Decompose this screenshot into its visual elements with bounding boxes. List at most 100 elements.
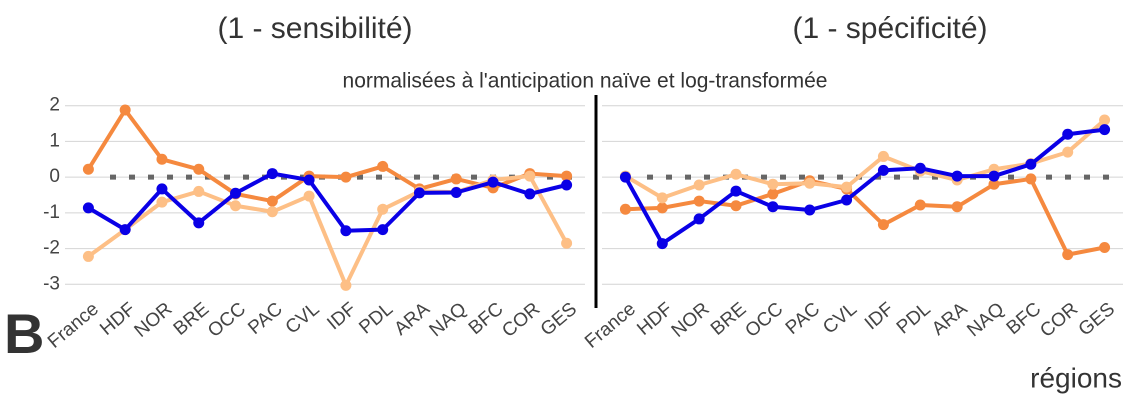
point [914,162,926,174]
x-tick-label: PDL [893,299,935,339]
x-tick-label: ARA [390,298,434,339]
point [988,170,1000,182]
point [450,187,462,198]
point [730,168,742,180]
x-tick-label: BRE [707,299,750,340]
point [914,199,926,211]
x-tick-label: GES [537,299,581,341]
y-tick-label: 1 [49,130,60,151]
point [656,192,668,204]
point [266,168,278,180]
x-axis-label: régions [1030,362,1122,393]
point [730,200,742,212]
point [487,176,499,188]
point [156,183,168,195]
panel-title: (1 - spécificité) [792,12,987,45]
x-tick-label: COR [498,299,544,342]
y-tick-label: 2 [49,95,60,116]
x-tick-label: NOR [131,299,177,342]
subtitle: normalisées à l'anticipation naïve et lo… [343,70,828,93]
x-tick-label: OCC [741,299,787,342]
point [230,187,242,199]
x-tick-label: IDF [323,299,360,335]
x-tick-label: HDF [633,299,676,340]
point [524,188,536,200]
x-tick-label: PAC [782,299,824,339]
point [340,279,352,291]
point [619,171,631,183]
point [193,163,205,175]
point [193,217,205,229]
panel-title: (1 - sensibilité) [217,12,412,45]
point [340,225,352,237]
y-tick-label: -1 [43,202,60,223]
point [1062,146,1074,158]
point [377,203,389,215]
point [767,188,779,200]
y-tick-label: -3 [43,273,60,294]
point [619,203,631,215]
point [266,195,278,207]
point [1099,124,1111,136]
point [377,160,389,172]
point [303,174,315,186]
series-line [87,171,568,233]
point [804,177,816,189]
x-tick-label: GES [1075,299,1119,341]
point [656,238,668,250]
point [841,181,853,193]
series-line [86,108,567,204]
point [561,237,573,249]
point [1062,128,1074,140]
point [119,224,131,236]
x-tick-label: HDF [96,299,139,340]
x-tick-label: PDL [355,299,397,339]
point [340,171,352,183]
x-tick-label: ARA [928,298,972,339]
point [656,202,668,214]
x-tick-label: NAQ [426,299,471,342]
x-tick-label: COR [1036,299,1082,342]
point [413,187,425,199]
point [730,185,742,197]
x-tick-label: CVL [282,299,324,339]
point [156,196,168,208]
point [877,164,889,176]
point [1062,249,1074,261]
point [693,195,705,207]
point [988,178,1000,190]
point [693,179,705,191]
point [1099,114,1111,126]
point [1099,242,1111,253]
point [82,202,94,214]
point [877,219,889,231]
point [266,206,278,218]
point [450,173,462,185]
point [951,201,963,213]
point [1025,158,1037,170]
point [193,185,205,197]
y-tick-label: 0 [49,166,60,187]
point [82,163,94,175]
point [1025,173,1037,185]
x-tick-label: CVL [819,299,861,339]
point [693,213,705,225]
point [119,104,131,116]
point [82,250,94,262]
point [804,204,816,216]
point [767,178,779,190]
x-tick-label: NAQ [963,299,1008,342]
x-tick-label: OCC [204,299,250,342]
series-line [625,176,1105,257]
point [524,170,536,182]
point [377,224,389,236]
x-tick-label: BRE [170,299,213,340]
point [303,190,315,202]
point [877,150,889,162]
point [841,194,853,206]
x-tick-label: BFC [465,299,508,340]
point [156,153,168,165]
series-line [623,127,1105,246]
y-tick-label: -2 [43,238,60,259]
